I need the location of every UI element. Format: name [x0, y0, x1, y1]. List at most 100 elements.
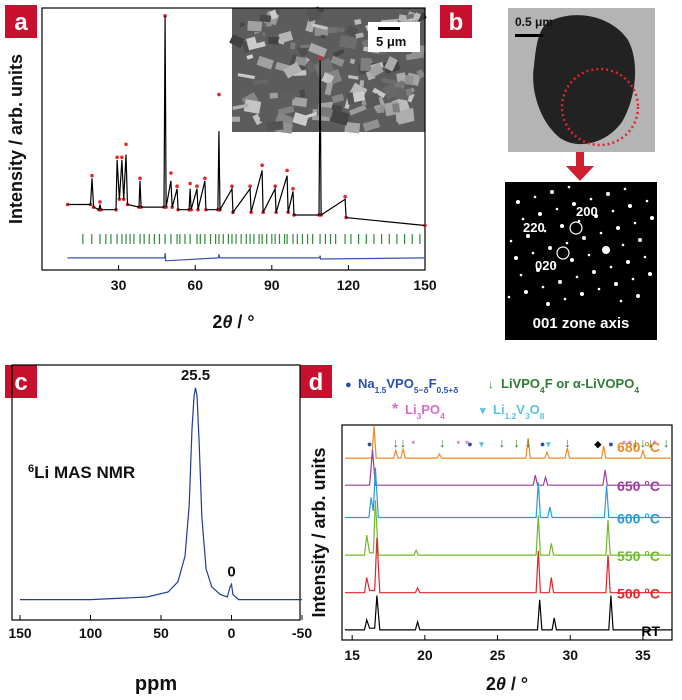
- phase-marker: *: [653, 439, 657, 449]
- legend-label: LiVPO4F or α-LiVOPO4: [501, 376, 639, 395]
- sem-grain: [305, 18, 316, 33]
- annotation-isotope: 6: [28, 463, 34, 475]
- spot-ring: [569, 221, 583, 235]
- legend-symbol: ↓: [488, 379, 494, 391]
- sem-grain: [252, 113, 263, 126]
- sem-grain: [269, 92, 279, 99]
- phase-marker: ↓: [663, 435, 670, 450]
- phase-marker: ↓: [393, 435, 400, 450]
- sem-grain: [311, 23, 328, 30]
- sem-grain: [321, 72, 335, 85]
- diffraction-spot: [521, 217, 525, 221]
- panel-label-box: [5, 365, 37, 398]
- diffraction-spot: [538, 212, 542, 216]
- sem-grain: [278, 30, 294, 44]
- phase-marker: ↓: [499, 435, 506, 450]
- diffraction-spot: [631, 277, 635, 281]
- sem-grain: [246, 54, 254, 60]
- sem-grain: [330, 109, 350, 126]
- data-point: [217, 92, 221, 97]
- data-point: [248, 184, 252, 188]
- diffraction-spot: [650, 216, 654, 220]
- phase-marker: ●: [608, 439, 613, 449]
- phase-marker: *: [465, 439, 469, 449]
- legend-label-part: 3: [525, 411, 530, 421]
- diffraction-spot: [514, 256, 518, 260]
- legend-label-part: 8: [540, 411, 545, 421]
- sem-grain: [268, 36, 279, 45]
- sem-grain: [308, 42, 328, 58]
- panel-label: b: [449, 9, 464, 36]
- legend-label-part: O: [530, 402, 540, 417]
- sem-grain: [359, 80, 365, 87]
- sem-grain: [348, 104, 367, 116]
- legend-label: Li1.2V3O8: [493, 402, 545, 421]
- plot-frame: [41, 7, 426, 271]
- phase-marker: *: [622, 439, 626, 449]
- sem-grain: [256, 55, 274, 70]
- diffraction-spot: [570, 258, 574, 262]
- phase-marker: *: [457, 439, 461, 449]
- sem-grain: [345, 25, 359, 38]
- sem-grain: [299, 89, 306, 98]
- data-point: [260, 163, 264, 167]
- panel-label-box: [300, 365, 332, 398]
- sem-grain: [229, 33, 245, 49]
- legend-symbol: *: [392, 401, 399, 418]
- diffraction-spot: [589, 197, 593, 201]
- panel-label: a: [14, 9, 28, 36]
- diffraction-image: 200 220 020 001 zone axis: [505, 182, 657, 340]
- diffraction-spot: [645, 199, 649, 203]
- sem-grain: [404, 75, 414, 86]
- legend-label-part: 1.2: [505, 411, 517, 421]
- x-tick-label: 0: [228, 625, 236, 641]
- x-tick-label: 150: [8, 625, 32, 641]
- sem-grain: [237, 73, 255, 80]
- zone-axis: 001 zone axis: [533, 315, 630, 332]
- diffraction-spot: [582, 236, 586, 240]
- sem-grain: [327, 26, 338, 34]
- x-tick-label: -50: [292, 625, 312, 641]
- diffraction-spot: [626, 260, 630, 264]
- sem-grain: [283, 61, 302, 79]
- phase-marker: ↓: [400, 435, 407, 450]
- sem-grain: [331, 104, 343, 112]
- diffraction-spot: [628, 204, 632, 208]
- sem-grain: [413, 12, 422, 21]
- phase-marker: ↓: [513, 435, 520, 450]
- legend-label-part: 1.5: [375, 385, 387, 395]
- diffraction-spot: [638, 238, 642, 242]
- series-label: RT: [641, 623, 660, 639]
- sem-grain: [392, 103, 401, 113]
- diffraction-spot: [594, 214, 598, 218]
- panel-label: c: [14, 369, 27, 396]
- sem-grain: [318, 8, 324, 13]
- x-axis-label-part: 2: [212, 312, 222, 332]
- annotation-text: Li MAS NMR: [34, 463, 135, 482]
- diffraction-spot: [543, 229, 547, 233]
- sem-grain: [384, 56, 398, 72]
- diffraction-spot: [509, 239, 513, 243]
- sem-grain: [277, 92, 295, 101]
- phase-marker: ●: [367, 439, 372, 449]
- series-label: 600 °C: [617, 510, 660, 526]
- sem-grain: [269, 9, 279, 20]
- peak-label: 25.5: [181, 367, 210, 384]
- sem-grain: [278, 105, 295, 116]
- x-tick-label: 25: [490, 647, 506, 663]
- diffraction-spot: [541, 285, 545, 289]
- sem-grain: [344, 121, 361, 134]
- data-point: [175, 184, 179, 188]
- diffraction-spot: [575, 275, 579, 279]
- arrow: [566, 152, 594, 181]
- sem-grain: [372, 87, 386, 98]
- phase-marker: ▾: [545, 439, 551, 449]
- peak-label: 0: [227, 563, 235, 580]
- data-line: [67, 15, 426, 227]
- diffraction-spot: [531, 251, 535, 255]
- legend-label-part: 5−δ: [414, 385, 429, 395]
- sem-grain: [297, 45, 308, 58]
- diffraction-spot: [536, 268, 540, 272]
- diffraction-spot: [567, 185, 571, 189]
- panel-label: d: [309, 369, 324, 396]
